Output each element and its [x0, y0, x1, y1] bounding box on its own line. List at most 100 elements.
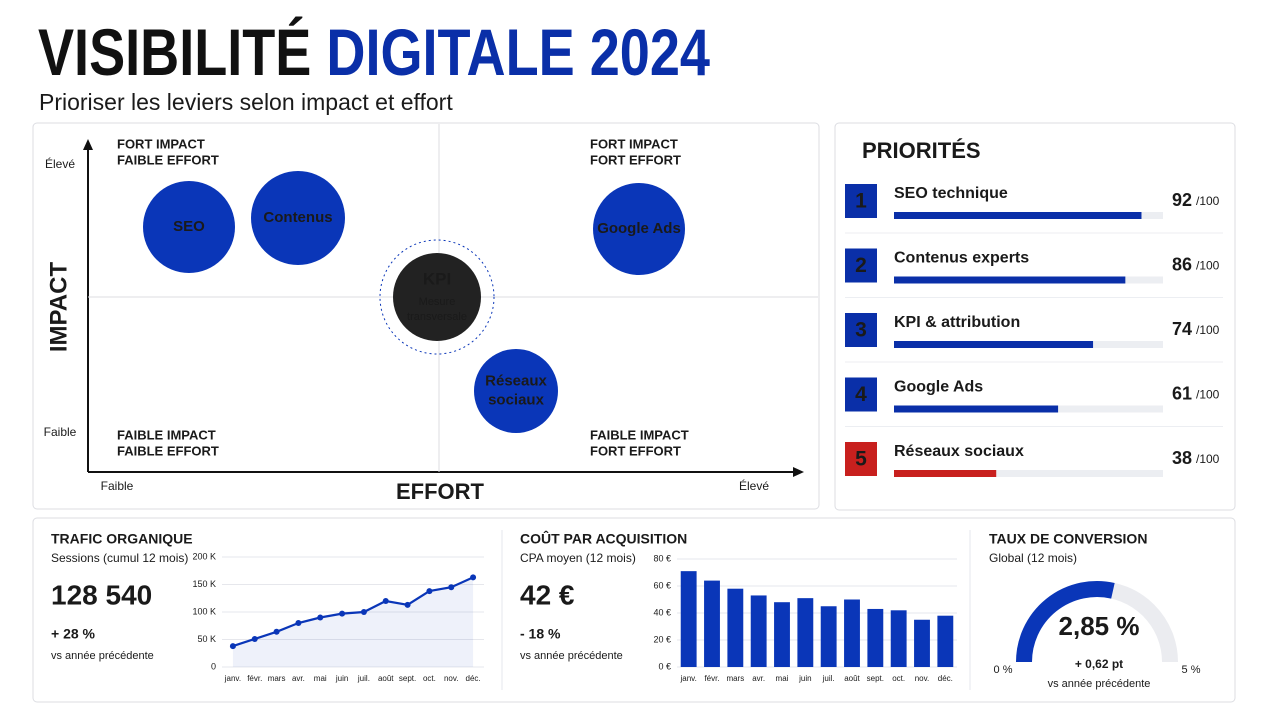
kpi-title: TAUX DE CONVERSION — [989, 531, 1147, 547]
y-tick-label: 0 — [211, 661, 216, 671]
bubble — [251, 171, 345, 265]
quadrant-label: FORT EFFORT — [590, 152, 681, 167]
y-tick-label: 100 K — [192, 606, 216, 616]
point — [448, 584, 455, 591]
bubble-label: Google Ads — [597, 220, 681, 237]
x-tick-label: mai — [776, 674, 789, 683]
x-tick-label: nov. — [915, 674, 930, 683]
y-tick-label: 80 € — [653, 553, 671, 563]
x-tick-label: févr. — [704, 674, 719, 683]
page-title: VISIBILITÉ DIGITALE 2024 — [38, 15, 710, 89]
kpi-card — [32, 517, 1236, 703]
content: IMPACT EFFORT Élevé Faible Faible Élevé FORT I… — [44, 124, 1223, 690]
bar — [867, 608, 884, 667]
y-tick-label: 200 K — [192, 551, 216, 561]
priority-bar — [894, 341, 1094, 348]
gauge-tick-label: 5 % — [1182, 664, 1201, 676]
score: 38 — [1172, 448, 1192, 468]
x-tick-label: avr. — [292, 674, 305, 683]
point — [339, 610, 346, 617]
priority-label: Contenus experts — [894, 250, 1029, 267]
point — [360, 609, 367, 615]
priority-label: SEO technique — [894, 185, 1008, 202]
rank-box — [845, 377, 877, 412]
priority-bar — [894, 212, 1142, 219]
bar-track — [894, 470, 1163, 477]
rank: 3 — [855, 319, 867, 342]
quadrant-label: FAIBLE EFFORT — [117, 152, 219, 167]
rank-box — [845, 248, 877, 283]
kpi-change: + 28 % — [51, 626, 96, 642]
score-max: /100 — [1196, 452, 1220, 466]
point — [251, 635, 258, 642]
bubble-label: SEO — [173, 218, 205, 235]
line — [232, 576, 474, 648]
point — [382, 598, 389, 604]
gauge-tick-label: 0 % — [994, 664, 1013, 676]
priority-bar — [894, 405, 1059, 413]
quadrant-label: FORT IMPACT — [590, 136, 678, 151]
kpi-title: COÛT PAR ACQUISITION — [520, 530, 687, 547]
axis-label: EFFORT — [396, 479, 485, 504]
rank: 1 — [855, 190, 867, 213]
quadrant-label: FAIBLE IMPACT — [590, 427, 689, 442]
y-tick-label: 20 € — [653, 634, 671, 644]
point — [295, 620, 302, 626]
bar — [890, 610, 907, 667]
kpi-change: + 0,62 pt — [1075, 657, 1123, 671]
title-part: DIGITALE 2024 — [326, 15, 710, 89]
priority-label: Google Ads — [894, 379, 983, 396]
rank: 5 — [855, 448, 867, 471]
bar — [680, 571, 697, 667]
kpi-subtitle: CPA moyen (12 mois) — [520, 551, 636, 565]
x-tick-label: mars — [268, 674, 286, 683]
bubble — [593, 183, 685, 275]
rank: 2 — [855, 254, 867, 277]
quadrant-label: FAIBLE EFFORT — [117, 443, 219, 458]
bar — [820, 606, 837, 667]
score: 92 — [1172, 190, 1192, 210]
kpi-subtitle: Sessions (cumul 12 mois) — [51, 551, 188, 565]
x-tick-label: sept. — [867, 674, 884, 683]
center-ring — [379, 239, 495, 355]
x-tick-label: mai — [314, 674, 327, 683]
priority-bar — [894, 276, 1126, 284]
x-tick-label: mars — [726, 674, 744, 683]
area — [232, 577, 474, 667]
kpi-change: - 18 % — [520, 626, 561, 642]
kpi-note: vs année précédente — [1048, 678, 1151, 690]
x-tick-label: sept. — [399, 674, 416, 683]
bubble-label: Contenus — [263, 209, 332, 226]
arrow — [83, 139, 93, 150]
rank-box — [845, 313, 877, 347]
center-sublabel: transversale — [407, 311, 467, 323]
y-tick-label: 40 € — [653, 607, 671, 617]
quadrant-label: FAIBLE IMPACT — [117, 427, 216, 442]
score: 74 — [1172, 319, 1192, 339]
x-tick-label: août — [844, 674, 860, 683]
rank-box — [845, 442, 877, 476]
kpi-note: vs année précédente — [51, 650, 154, 662]
axis-label: IMPACT — [45, 262, 72, 353]
priority-bar — [894, 470, 997, 477]
page-subtitle: Prioriser les leviers selon impact et ef… — [39, 89, 453, 115]
score: 86 — [1172, 254, 1192, 274]
x-tick-label: avr. — [752, 674, 765, 683]
axis-end-label: Élevé — [739, 478, 769, 493]
bubble-label: Réseaux — [485, 372, 547, 389]
bar — [937, 615, 954, 667]
center-label: KPI — [423, 269, 451, 288]
bar — [797, 598, 814, 667]
y-tick-label: 50 K — [197, 634, 216, 644]
x-tick-label: janv. — [224, 674, 241, 683]
bar — [774, 602, 790, 667]
point — [317, 614, 324, 621]
priorities-card — [834, 122, 1236, 511]
quadrant-label: FORT EFFORT — [590, 443, 681, 458]
kpi-value: 128 540 — [51, 579, 152, 610]
bar — [914, 619, 930, 667]
score-max: /100 — [1196, 194, 1220, 208]
score-max: /100 — [1196, 259, 1220, 273]
arrow — [793, 467, 804, 477]
priorities-title: PRIORITÉS — [862, 138, 981, 163]
